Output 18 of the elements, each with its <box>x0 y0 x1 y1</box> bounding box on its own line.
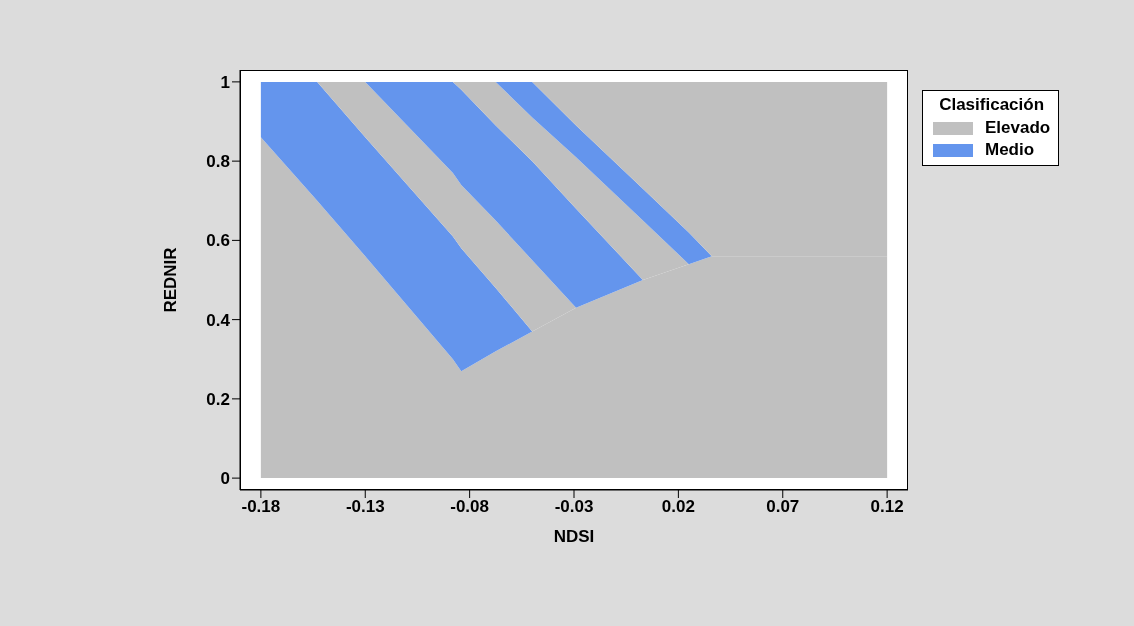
y-tick-label: 1 <box>220 72 230 92</box>
y-tick-label: 0.4 <box>206 310 231 330</box>
x-tick-label: -0.13 <box>345 497 385 517</box>
x-tick-label: 0.02 <box>661 497 695 517</box>
y-tick-label: 0.2 <box>206 389 230 409</box>
x-tick-label: -0.08 <box>450 497 489 517</box>
x-tick-label: 0.12 <box>870 497 904 517</box>
x-tick-label: 0.07 <box>766 497 800 517</box>
y-axis-title: REDNIR <box>161 247 181 313</box>
legend-label: Elevado <box>985 117 1051 139</box>
legend-title: Clasificación <box>938 95 1046 115</box>
x-tick-label: -0.18 <box>241 497 281 517</box>
x-axis-title: NDSI <box>553 527 595 546</box>
y-tick-label: 0.6 <box>206 231 230 251</box>
y-tick-label: 0 <box>220 469 230 489</box>
legend-label: Medio <box>985 139 1035 161</box>
y-tick-label: 0.8 <box>206 152 230 172</box>
x-tick-label: -0.03 <box>554 497 594 517</box>
